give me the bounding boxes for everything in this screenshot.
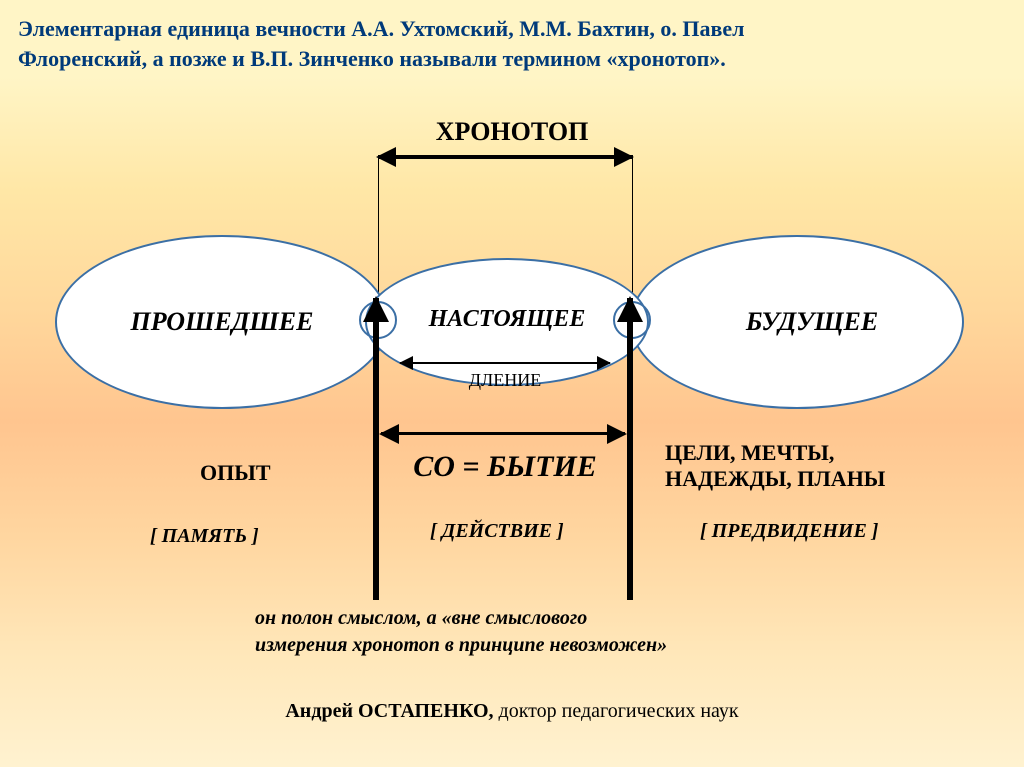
ellipse-past: ПРОШЕДШЕЕ bbox=[55, 235, 389, 409]
header-text: Элементарная единица вечности А.А. Ухтом… bbox=[18, 14, 1006, 73]
col-right-sub: [ ПРЕДВИДЕНИЕ ] bbox=[700, 520, 878, 543]
ellipse-future: БУДУЩЕЕ bbox=[630, 235, 964, 409]
col-left-title: ОПЫТ bbox=[200, 460, 271, 486]
chronotope-span-arrow bbox=[378, 155, 632, 159]
quote-line1: он полон смыслом, а «вне смыслового bbox=[255, 607, 587, 629]
header-line2: Флоренский, а позже и В.П. Зинченко назы… bbox=[18, 46, 726, 71]
label-future: БУДУЩЕЕ bbox=[716, 307, 878, 337]
col-right-title-l1: ЦЕЛИ, МЕЧТЫ, bbox=[665, 440, 834, 465]
label-present: НАСТОЯЩЕЕ bbox=[429, 306, 586, 333]
author-rest: доктор педагогических наук bbox=[494, 700, 739, 722]
big-arrow-left bbox=[373, 298, 379, 600]
col-left-sub: [ ПАМЯТЬ ] bbox=[150, 525, 259, 548]
col-center-sub: [ ДЕЙСТВИЕ ] bbox=[430, 520, 564, 543]
sobytie-arrow bbox=[381, 432, 625, 435]
diagram-title: ХРОНОТОП bbox=[0, 117, 1024, 147]
quote-text: он полон смыслом, а «вне смыслового изме… bbox=[255, 605, 667, 659]
duration-arrow bbox=[400, 362, 610, 364]
author-bold: Андрей ОСТАПЕНКО, bbox=[285, 700, 493, 722]
big-arrow-right bbox=[627, 298, 633, 600]
header-line1: Элементарная единица вечности А.А. Ухтом… bbox=[18, 16, 745, 41]
label-past: ПРОШЕДШЕЕ bbox=[131, 307, 314, 337]
author-line: Андрей ОСТАПЕНКО, доктор педагогических … bbox=[0, 700, 1024, 723]
duration-label: ДЛЕНИЕ bbox=[365, 370, 645, 391]
quote-line2: измерения хронотоп в принципе невозможен… bbox=[255, 634, 667, 656]
sobytie-label: СО = БЫТИЕ bbox=[365, 450, 645, 484]
col-right-title-l2: НАДЕЖДЫ, ПЛАНЫ bbox=[665, 466, 885, 491]
col-right-title: ЦЕЛИ, МЕЧТЫ, НАДЕЖДЫ, ПЛАНЫ bbox=[665, 440, 885, 493]
